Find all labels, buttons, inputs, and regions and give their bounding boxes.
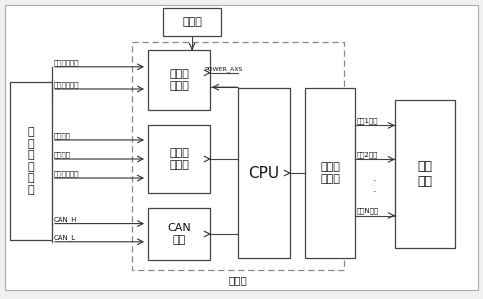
Bar <box>148 50 210 110</box>
Bar <box>10 82 52 240</box>
Bar <box>163 8 221 36</box>
Bar <box>305 88 355 258</box>
Text: 电压采集: 电压采集 <box>54 132 71 139</box>
Text: 负载状态信号: 负载状态信号 <box>54 170 80 177</box>
Bar <box>132 42 344 270</box>
Text: CPU: CPU <box>248 166 280 181</box>
Bar <box>395 100 455 248</box>
Text: 控制板: 控制板 <box>228 275 247 285</box>
Text: 负载N输出: 负载N输出 <box>357 208 379 214</box>
Text: 钥匙使能信号: 钥匙使能信号 <box>54 81 80 88</box>
Text: 电流采集: 电流采集 <box>54 151 71 158</box>
Text: ·
·: · · <box>373 176 377 197</box>
Text: 输入采
集模块: 输入采 集模块 <box>169 148 189 170</box>
Bar <box>148 208 210 260</box>
Bar <box>148 125 210 193</box>
Text: 电源唤醒信号: 电源唤醒信号 <box>54 59 80 66</box>
Text: 输出控
制模块: 输出控 制模块 <box>320 162 340 184</box>
Text: CAN
模块: CAN 模块 <box>167 223 191 245</box>
Text: POWER_AXS: POWER_AXS <box>205 66 243 72</box>
Text: 蓄电池: 蓄电池 <box>182 17 202 27</box>
Text: 电源管
理模块: 电源管 理模块 <box>169 69 189 91</box>
Text: 车
辆
输
入
信
号: 车 辆 输 入 信 号 <box>28 127 34 195</box>
Text: 负载2输出: 负载2输出 <box>357 152 378 158</box>
Text: CAN_H: CAN_H <box>54 216 77 222</box>
Text: 负载1输出: 负载1输出 <box>357 118 379 124</box>
Text: 负载
设备: 负载 设备 <box>417 160 432 188</box>
Text: CAN_L: CAN_L <box>54 234 76 241</box>
Bar <box>238 88 290 258</box>
